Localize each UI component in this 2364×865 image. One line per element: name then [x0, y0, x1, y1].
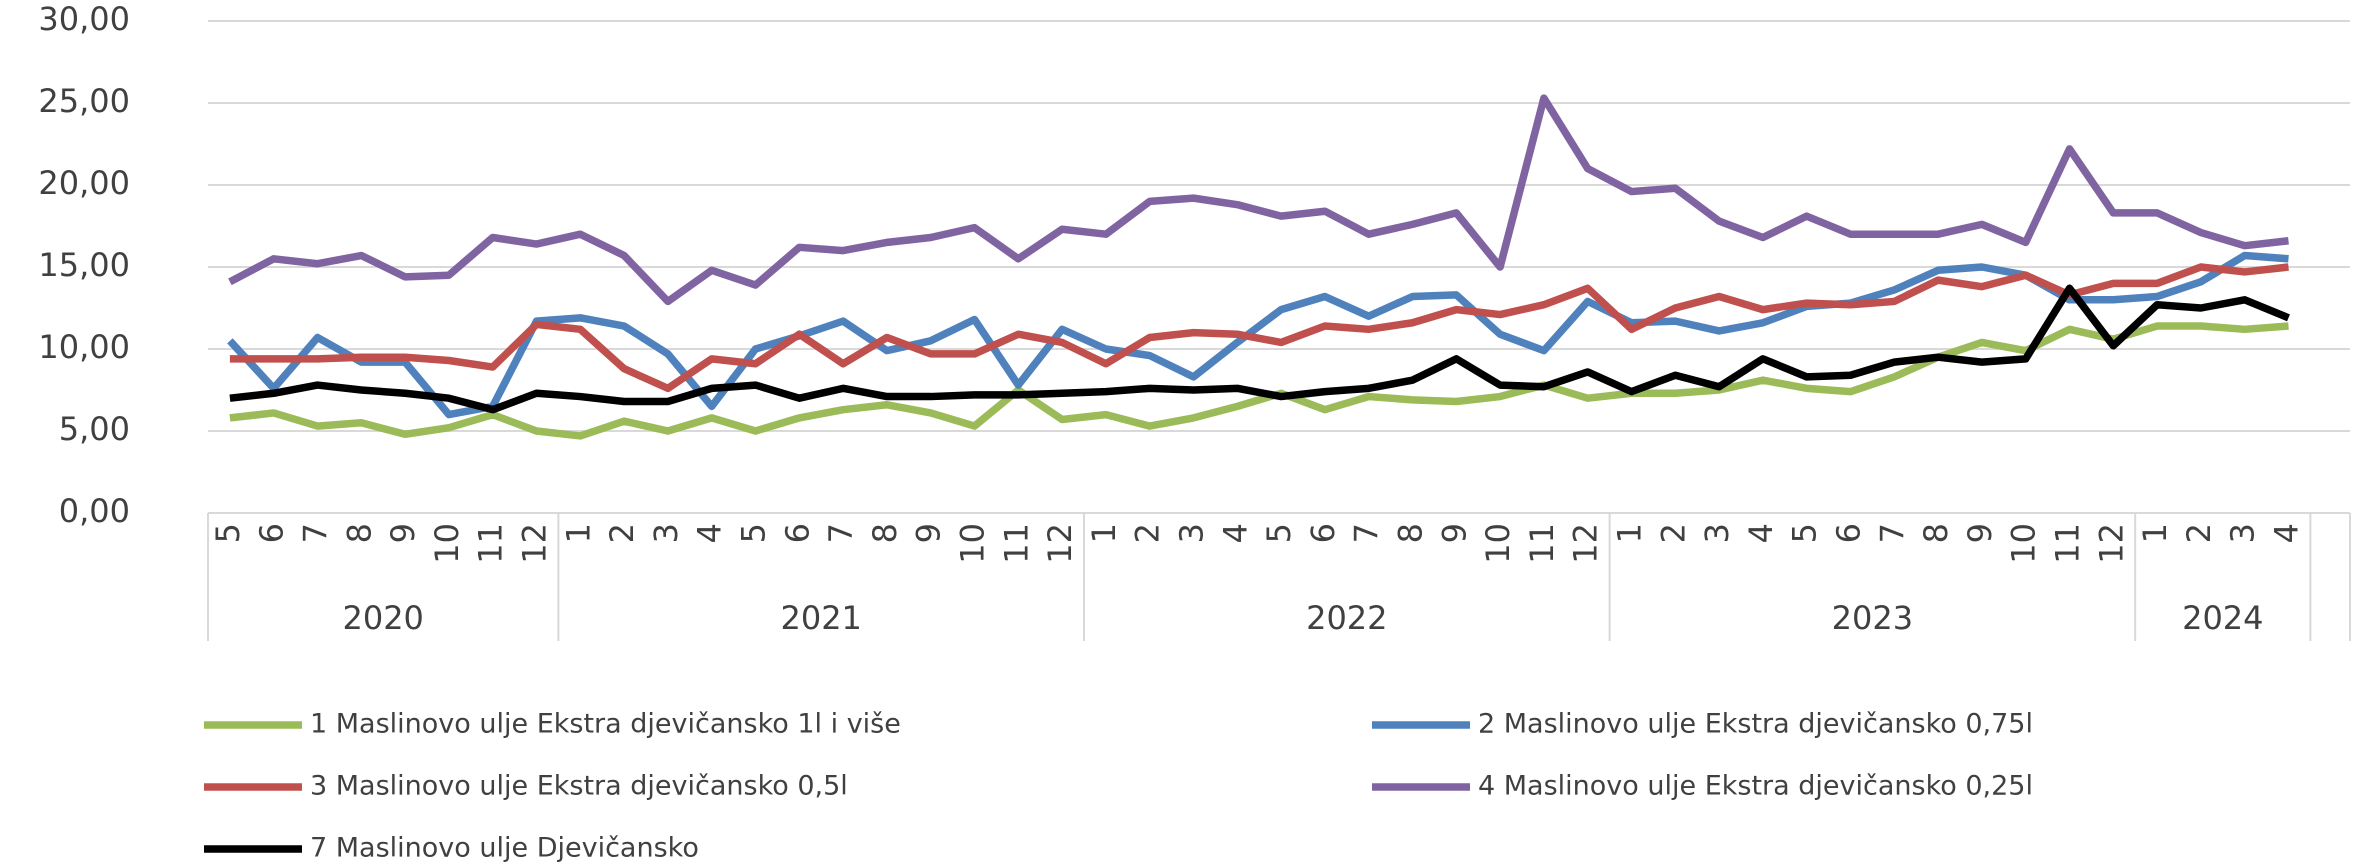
x-tick-label: 2	[1654, 523, 1692, 543]
legend-label: 7 Maslinovo ulje Djevičansko	[310, 833, 699, 864]
x-tick-label: 10	[428, 523, 466, 564]
x-group-label: 2022	[1306, 599, 1387, 637]
x-tick-label: 3	[2224, 523, 2262, 543]
x-tick-label: 6	[253, 523, 291, 543]
x-tick-label: 6	[1304, 523, 1342, 543]
legend-label: 1 Maslinovo ulje Ekstra djevičansko 1l i…	[310, 709, 901, 740]
x-group-label: 2020	[342, 599, 423, 637]
x-tick-label: 10	[2005, 523, 2043, 564]
x-tick-label: 11	[997, 523, 1035, 564]
x-tick-label: 12	[2092, 523, 2130, 564]
x-tick-label: 7	[297, 523, 335, 543]
x-tick-label: 5	[1260, 523, 1298, 543]
x-tick-label: 11	[2049, 523, 2087, 564]
x-tick-label: 8	[866, 523, 904, 543]
y-tick-label: 15,00	[38, 246, 130, 284]
x-tick-label: 2	[603, 523, 641, 543]
series-line	[227, 251, 2289, 419]
x-tick-label: 4	[1216, 523, 1254, 543]
y-tick-label: 5,00	[59, 410, 130, 448]
x-tick-label: 9	[910, 523, 948, 543]
x-tick-label: 11	[472, 523, 510, 564]
x-group-label: 2024	[2182, 599, 2263, 637]
x-group-label: 2021	[780, 599, 861, 637]
series-line	[229, 263, 2289, 393]
x-tick-label: 7	[1873, 523, 1911, 543]
x-tick-label: 4	[1742, 523, 1780, 543]
x-tick-label: 3	[1173, 523, 1211, 543]
x-tick-label: 3	[1698, 523, 1736, 543]
x-tick-label: 5	[209, 523, 247, 543]
x-tick-label: 9	[1961, 523, 1999, 543]
x-tick-label: 6	[778, 523, 816, 543]
series-line	[229, 322, 2289, 440]
x-tick-label: 12	[1567, 523, 1605, 564]
x-tick-label: 6	[1830, 523, 1868, 543]
legend-label: 3 Maslinovo ulje Ekstra djevičansko 0,5l	[310, 771, 848, 802]
x-tick-label: 7	[1348, 523, 1386, 543]
x-tick-label: 9	[384, 523, 422, 543]
x-tick-label: 8	[340, 523, 378, 543]
x-tick-label: 1	[2136, 523, 2174, 543]
y-tick-label: 20,00	[38, 164, 130, 202]
x-tick-label: 8	[1392, 523, 1430, 543]
x-tick-label: 10	[954, 523, 992, 564]
x-tick-label: 4	[691, 523, 729, 543]
y-tick-label: 0,00	[59, 492, 130, 530]
x-group-label: 2023	[1832, 599, 1913, 637]
x-tick-label: 9	[1435, 523, 1473, 543]
x-tick-label: 12	[1041, 523, 1079, 564]
x-tick-label: 4	[2268, 523, 2306, 543]
x-tick-label: 5	[1786, 523, 1824, 543]
x-tick-label: 2	[2180, 523, 2218, 543]
x-tick-label: 7	[822, 523, 860, 543]
legend-label: 4 Maslinovo ulje Ekstra djevičansko 0,25…	[1478, 771, 2033, 802]
series-line	[229, 284, 2290, 414]
x-tick-label: 3	[647, 523, 685, 543]
x-tick-label: 1	[1611, 523, 1649, 543]
x-tick-label: 1	[1085, 523, 1123, 543]
x-tick-label: 10	[1479, 523, 1517, 564]
x-tick-label: 12	[516, 523, 554, 564]
y-tick-label: 10,00	[38, 328, 130, 366]
x-tick-label: 11	[1523, 523, 1561, 564]
y-tick-label: 25,00	[38, 82, 130, 120]
x-tick-label: 2	[1129, 523, 1167, 543]
x-tick-label: 5	[735, 523, 773, 543]
y-tick-label: 30,00	[38, 0, 130, 38]
legend-label: 2 Maslinovo ulje Ekstra djevičansko 0,75…	[1478, 709, 2033, 740]
x-tick-label: 8	[1917, 523, 1955, 543]
x-tick-label: 1	[559, 523, 597, 543]
series-line	[228, 94, 2289, 306]
